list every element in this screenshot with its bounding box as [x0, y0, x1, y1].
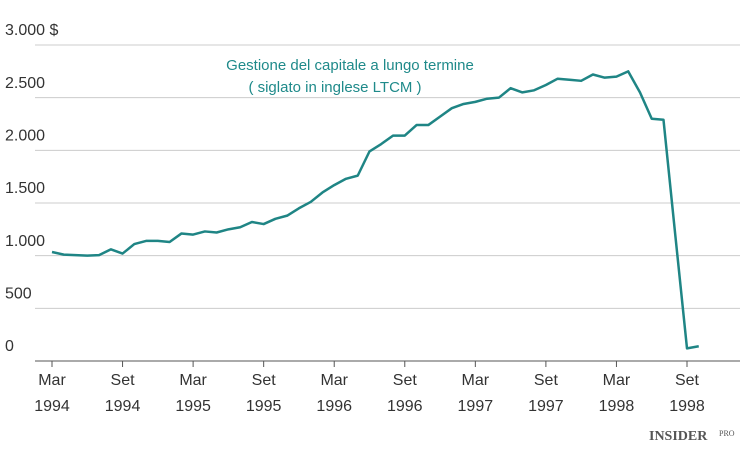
y-tick-label: 2.000 — [5, 128, 45, 145]
x-tick-label-line: 1996 — [387, 398, 423, 415]
x-tick-label-line: Mar — [462, 372, 490, 389]
annotation: Gestione del capitale a lungo termine — [226, 57, 474, 74]
x-tick-label-line: Set — [252, 372, 277, 389]
y-tick-label: 1.000 — [5, 233, 45, 250]
x-tick-label: Mar 1996 — [316, 372, 352, 415]
y-tick-label: 500 — [5, 286, 32, 303]
x-tick-label: Set 1998 — [669, 372, 705, 415]
x-tick-label: Set 1994 — [105, 372, 141, 415]
line — [51, 70, 699, 350]
x-tick-label: Mar 1994 — [34, 372, 70, 415]
y-tick-label: 2.500 — [5, 75, 45, 92]
x-tick-label-line: Set — [393, 372, 418, 389]
x-tick-label-line: 1994 — [105, 398, 141, 415]
x-tick-label: Mar 1998 — [599, 372, 635, 415]
x-tick-label-line: 1995 — [246, 398, 282, 415]
x-tick-label: Set 1996 — [387, 372, 423, 415]
x-tick-label: Mar 1995 — [175, 372, 211, 415]
logo: INSIDER — [649, 429, 708, 444]
x-tick-label: Set 1995 — [246, 372, 282, 415]
x-tick-label-line: 1998 — [669, 398, 705, 415]
x-tick-label-line: 1997 — [528, 398, 564, 415]
x-tick-label-line: 1995 — [175, 398, 211, 415]
x-tick-label-line: 1997 — [458, 398, 494, 415]
logo-suffix: PRO — [719, 429, 735, 438]
x-tick-label-line: Mar — [320, 372, 348, 389]
x-tick-label-line: Mar — [38, 372, 66, 389]
x-tick-label-line: Set — [534, 372, 559, 389]
x-tick-label-line: 1996 — [316, 398, 352, 415]
x-tick-label-line: Mar — [603, 372, 631, 389]
y-tick-label: 0 — [5, 338, 14, 355]
y-tick-label: 3.000 $ — [5, 22, 58, 39]
x-tick-label: Set 1997 — [528, 372, 564, 415]
x-tick-label-line: Set — [675, 372, 700, 389]
x-tick-label-line: Mar — [179, 372, 207, 389]
y-tick-label: 1.500 — [5, 180, 45, 197]
x-tick-label-line: Set — [111, 372, 136, 389]
x-tick-label: Mar 1997 — [458, 372, 494, 415]
x-tick-label-line: 1998 — [599, 398, 635, 415]
annotation: ( siglato in inglese LTCM ) — [248, 79, 421, 96]
x-tick-label-line: 1994 — [34, 398, 70, 415]
